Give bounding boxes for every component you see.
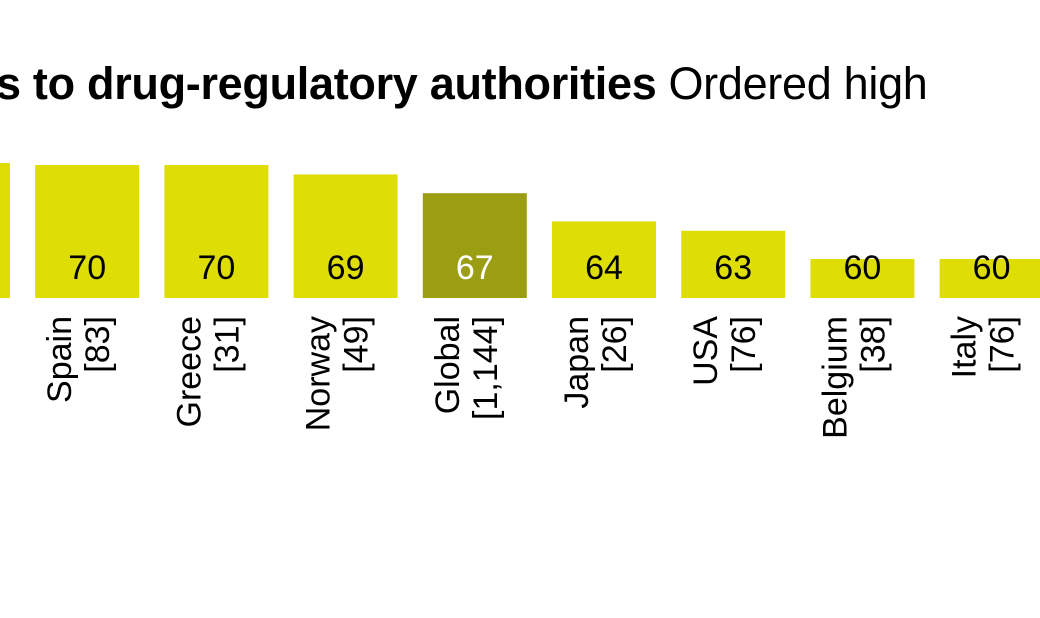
- category-label-group-italy: Italy [76]: [946, 316, 1022, 378]
- value-label-belgium: 60: [843, 249, 881, 287]
- value-label-usa: 63: [714, 249, 752, 287]
- bar-greece: [164, 165, 269, 298]
- category-label-greece: Greece: [170, 316, 208, 428]
- value-label-greece: 70: [197, 249, 235, 287]
- chart-title-bold: s to drug-regulatory authorities: [0, 58, 657, 109]
- category-label-italy: Italy: [946, 316, 984, 378]
- chart-title: s to drug-regulatory authorities Ordered …: [0, 58, 928, 110]
- value-label-norway: 69: [327, 249, 365, 287]
- value-label-global: 67: [456, 249, 494, 287]
- category-label-group-spain: Spain [83]: [41, 316, 117, 403]
- category-label-belgium: Belgium: [816, 316, 854, 439]
- bar-italy: [939, 259, 1040, 298]
- count-label-belgium: [38]: [854, 316, 892, 373]
- bar-spain: [35, 165, 140, 298]
- category-label-usa: USA: [687, 316, 725, 386]
- category-label-global: Global: [429, 316, 467, 414]
- category-label-group-belgium: Belgium [38]: [816, 316, 892, 439]
- category-label-japan: Japan: [558, 316, 596, 409]
- value-label-spain: 70: [68, 249, 106, 287]
- bar-belgium: [810, 259, 915, 298]
- category-label-group-greece: Greece [31]: [170, 316, 246, 428]
- bar-japan: [552, 221, 656, 298]
- count-label-global: [1,144]: [467, 316, 505, 420]
- count-label-spain: [83]: [79, 316, 117, 373]
- bar-norway: [293, 174, 398, 298]
- count-label-greece: [31]: [208, 316, 246, 373]
- category-label-group-norway: Norway [49]: [300, 316, 376, 431]
- category-label-group-usa: USA [76]: [687, 316, 763, 386]
- category-label-norway: Norway: [300, 316, 338, 431]
- bar-usa: [681, 230, 786, 298]
- bar-global: [422, 193, 527, 298]
- category-label-group-global: Global [1,144]: [429, 316, 505, 420]
- count-label-usa: [76]: [725, 316, 763, 373]
- category-label-group-japan: Japan [26]: [558, 316, 634, 409]
- category-label-spain: Spain: [41, 316, 79, 403]
- count-label-japan: [26]: [596, 316, 634, 373]
- chart-title-subtitle: Ordered high: [668, 58, 928, 109]
- count-label-norway: [49]: [338, 316, 376, 373]
- count-label-italy: [76]: [984, 316, 1022, 373]
- value-label-italy: 60: [973, 249, 1011, 287]
- value-label-japan: 64: [585, 249, 623, 287]
- bar-partial: [0, 163, 10, 298]
